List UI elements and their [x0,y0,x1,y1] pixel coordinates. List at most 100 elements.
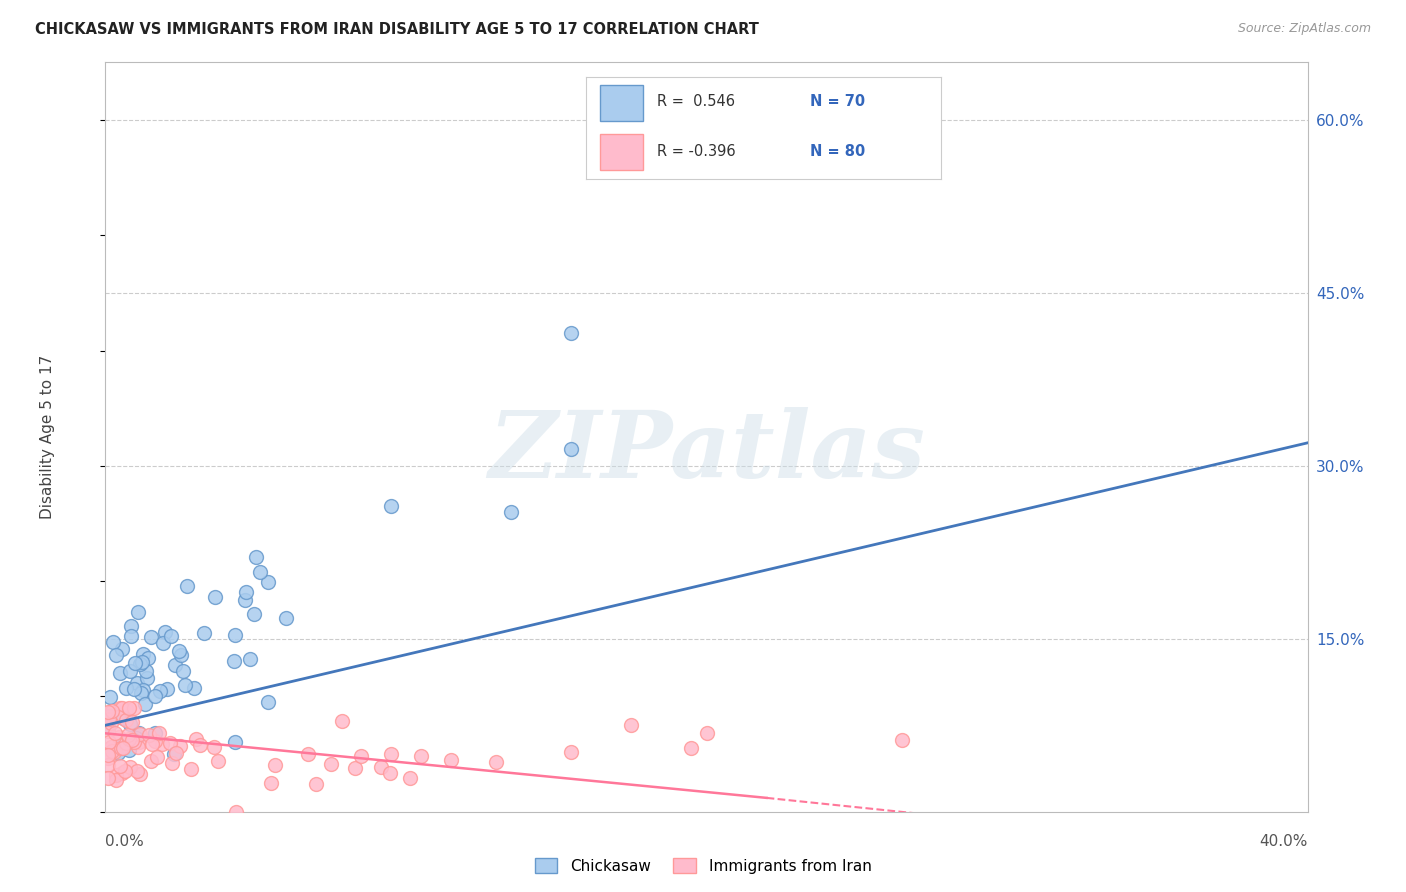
Point [97,751,120,765]
Point [111,711,134,725]
Point [111,641,134,656]
Point [98,709,121,723]
Point [111,701,134,715]
Point [239,652,262,666]
Point [97,757,120,772]
Point [202,739,225,754]
Legend: Chickasaw, Immigrants from Iran: Chickasaw, Immigrants from Iran [529,852,877,880]
Point [143,734,166,748]
Point [321,756,343,771]
Point [152,738,174,752]
Point [103,741,125,756]
Point [124,656,146,670]
Point [112,741,135,756]
Point [117,728,139,742]
Point [122,735,145,749]
Point [136,671,159,685]
Point [108,758,131,772]
Point [122,681,145,696]
Point [127,739,149,754]
Point [97,723,120,738]
Point [890,733,912,747]
Point [380,747,402,761]
Point [125,764,148,779]
Point [138,651,160,665]
Point [160,756,183,770]
Point [207,754,229,768]
Point [98,690,121,704]
Point [409,749,432,764]
Point [169,648,191,662]
Text: Source: ZipAtlas.com: Source: ZipAtlas.com [1237,22,1371,36]
Point [169,739,191,753]
Point [560,745,582,759]
Point [105,767,128,781]
Point [149,683,172,698]
Point [193,626,215,640]
Point [173,677,195,691]
Point [188,738,211,752]
Point [127,605,149,619]
Point [233,592,256,607]
Point [121,732,143,747]
Point [245,550,267,565]
Point [121,715,143,730]
Point [120,664,142,678]
Point [143,690,166,704]
Point [98,735,121,749]
Point [167,643,190,657]
Point [112,736,135,750]
Point [681,741,703,756]
Point [129,685,152,699]
Point [127,729,149,743]
Point [183,681,205,695]
Point [560,442,582,456]
Point [98,747,121,761]
Point [501,505,523,519]
Point [107,709,129,723]
Point [160,629,183,643]
Point [108,730,131,744]
Point [134,697,156,711]
Point [97,742,120,756]
Text: ZIPatlas: ZIPatlas [488,407,925,497]
Point [163,658,186,673]
Text: Disability Age 5 to 17: Disability Age 5 to 17 [41,355,55,519]
Point [120,618,142,632]
Point [118,732,141,747]
Point [111,765,134,780]
Point [131,655,153,669]
Point [225,805,247,819]
Point [114,702,136,716]
Point [124,731,146,746]
Text: 0.0%: 0.0% [105,834,145,849]
Point [115,736,138,750]
Point [350,749,373,764]
Point [104,772,127,787]
Point [148,726,170,740]
Point [696,726,718,740]
Point [256,574,278,589]
Point [173,665,195,679]
Point [118,701,141,715]
Point [224,735,246,749]
Point [97,720,120,734]
Point [108,701,131,715]
Point [155,624,177,639]
Point [125,676,148,690]
Point [124,733,146,747]
Point [163,747,186,761]
Point [124,701,146,715]
Point [120,629,142,643]
Point [343,760,366,774]
Point [120,716,142,731]
Point [97,705,120,719]
Point [370,760,392,774]
Point [101,744,124,758]
Point [98,712,121,726]
Point [107,746,129,760]
Point [264,757,287,772]
Point [132,683,155,698]
Point [135,664,157,678]
Point [256,695,278,709]
